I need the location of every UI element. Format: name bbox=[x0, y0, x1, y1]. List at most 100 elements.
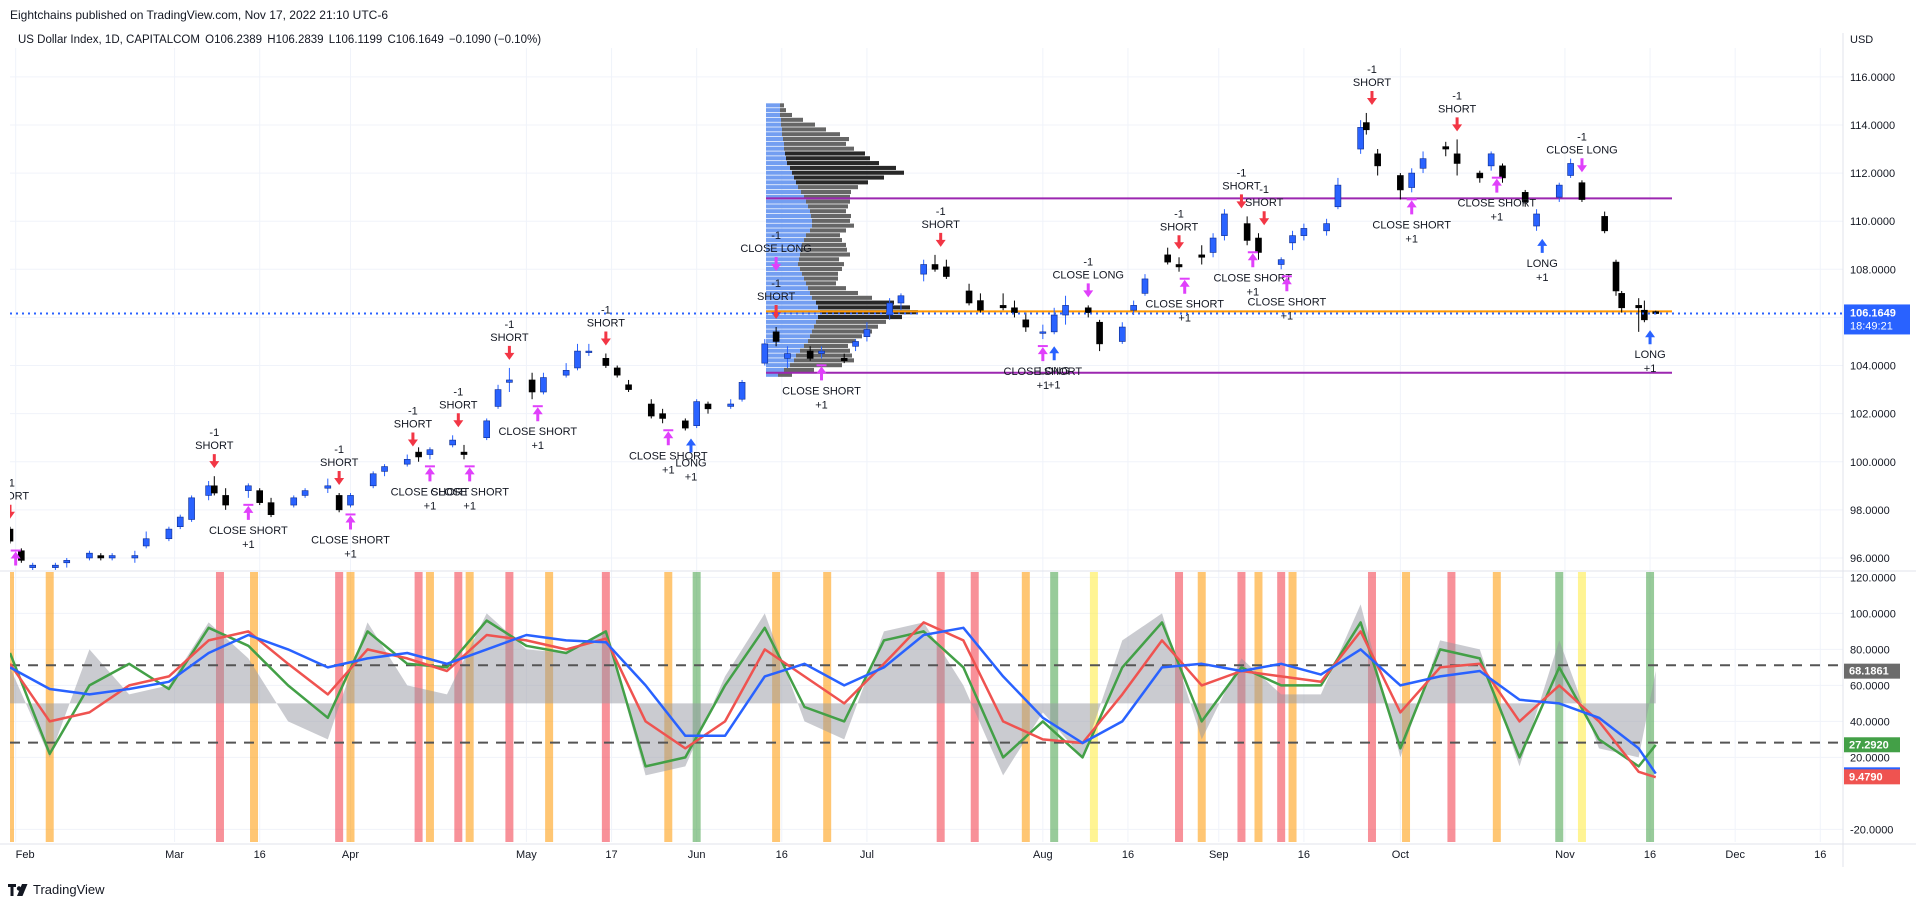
signal-band bbox=[505, 572, 514, 842]
long-arrow-icon bbox=[1537, 238, 1548, 253]
volume-profile-bar bbox=[766, 295, 812, 300]
volume-profile-bar bbox=[766, 358, 794, 363]
candle-body bbox=[977, 300, 984, 311]
candle-body bbox=[1289, 235, 1296, 244]
volume-profile-bar bbox=[790, 363, 842, 368]
signal-label: SHORT bbox=[0, 491, 29, 503]
volume-profile-bar bbox=[804, 343, 848, 348]
time-axis-tick: 16 bbox=[254, 849, 266, 861]
signal-label: SHORT bbox=[394, 419, 433, 431]
signal-band bbox=[1277, 572, 1286, 842]
volume-profile-bar bbox=[766, 199, 806, 204]
long-arrow-icon bbox=[1645, 330, 1656, 345]
signal-band bbox=[250, 572, 259, 842]
volume-profile-bar bbox=[784, 146, 854, 151]
volume-profile-bar bbox=[766, 185, 798, 190]
candle-body bbox=[1209, 237, 1217, 253]
volume-profile-bar bbox=[808, 286, 846, 291]
candle-body bbox=[602, 358, 610, 366]
volume-profile-bar bbox=[780, 112, 792, 118]
symbol-legend[interactable]: US Dollar Index, 1D, CAPITALCOM O106.238… bbox=[18, 34, 541, 46]
volume-profile-bar bbox=[766, 103, 780, 108]
signal-label: -1 bbox=[771, 230, 781, 242]
volume-profile-bar bbox=[785, 151, 865, 156]
signal-band bbox=[425, 572, 434, 842]
volume-profile-bar bbox=[812, 218, 850, 223]
candle-body bbox=[1277, 259, 1285, 265]
volume-profile-bar bbox=[783, 137, 849, 142]
signal-label: +1 bbox=[1037, 380, 1050, 392]
signal-band bbox=[335, 572, 344, 842]
volume-profile bbox=[766, 103, 918, 377]
close-short-arrow-icon bbox=[345, 515, 356, 530]
candle-body bbox=[1050, 314, 1058, 333]
price-axis-tick: 96.0000 bbox=[1850, 553, 1890, 565]
candle-body bbox=[494, 389, 502, 407]
time-axis-tick: May bbox=[516, 849, 537, 861]
candle-body bbox=[86, 552, 93, 559]
candle-body bbox=[562, 370, 570, 376]
short-arrow-icon bbox=[10, 504, 15, 519]
volume-profile-bar bbox=[766, 271, 802, 276]
candle-body bbox=[210, 485, 218, 494]
close-value: C106.1649 bbox=[387, 34, 444, 46]
signal-label: CLOSE SHORT bbox=[391, 486, 470, 498]
candle-body bbox=[176, 516, 184, 528]
signal-label: -1 bbox=[1237, 167, 1247, 179]
candle-body bbox=[426, 449, 434, 455]
oscillator-value: 27.2920 bbox=[1849, 739, 1889, 751]
candle-body bbox=[540, 377, 547, 393]
candle-body bbox=[267, 502, 275, 515]
volume-profile-bar bbox=[766, 175, 794, 180]
volume-profile-bar bbox=[781, 117, 803, 122]
volume-profile-bar bbox=[766, 300, 816, 305]
candle-body bbox=[1022, 319, 1030, 328]
tradingview-footer[interactable]: TradingView bbox=[8, 882, 105, 897]
signal-label: +1 bbox=[1281, 310, 1294, 322]
volume-profile-bar bbox=[766, 290, 810, 296]
volume-profile-bar bbox=[766, 141, 784, 146]
volume-profile-bar bbox=[766, 156, 786, 161]
short-arrow-icon bbox=[1259, 211, 1270, 226]
close-short-arrow-icon bbox=[1491, 178, 1502, 193]
close-short-bar-icon bbox=[1281, 275, 1292, 278]
candle-body bbox=[205, 485, 212, 496]
volume-profile-bar bbox=[766, 137, 783, 142]
volume-profile-bar bbox=[818, 315, 902, 320]
open-value: O106.2389 bbox=[205, 34, 263, 46]
volume-profile-bar bbox=[810, 209, 846, 214]
signal-band bbox=[1175, 572, 1184, 842]
short-arrow-icon bbox=[935, 232, 946, 247]
volume-profile-bar bbox=[778, 372, 792, 377]
signal-label: SHORT bbox=[320, 457, 359, 469]
volume-profile-bar bbox=[766, 353, 796, 358]
signal-label: LONG bbox=[1634, 349, 1665, 361]
close-long-arrow-icon bbox=[1083, 283, 1094, 298]
signal-label: SHORT bbox=[1245, 197, 1284, 209]
close-short-arrow-icon bbox=[1037, 347, 1048, 362]
volume-profile-bar bbox=[766, 228, 810, 233]
volume-profile-bar bbox=[782, 127, 826, 132]
volume-profile-bar bbox=[766, 348, 800, 353]
signal-label: -1 bbox=[408, 406, 418, 418]
close-short-arrow-icon bbox=[243, 505, 254, 520]
candle-body bbox=[165, 528, 173, 540]
time-axis-tick: Jun bbox=[688, 849, 706, 861]
candle-body bbox=[863, 329, 871, 337]
candle-body bbox=[52, 564, 59, 568]
candle-body bbox=[142, 538, 150, 547]
candle-body bbox=[449, 439, 456, 446]
candle-body bbox=[704, 403, 712, 410]
signal-label: -1 bbox=[1259, 184, 1269, 196]
price-axis-tick: 116.0000 bbox=[1850, 72, 1895, 84]
signal-label: -1 bbox=[1577, 131, 1587, 143]
close-short-bar-icon bbox=[1037, 345, 1048, 348]
volume-profile-bar bbox=[800, 266, 842, 271]
candle-body bbox=[772, 331, 780, 342]
candle-body bbox=[1164, 254, 1171, 263]
close-short-arrow-icon bbox=[1281, 277, 1292, 292]
signal-label: -1 bbox=[601, 305, 611, 317]
volume-profile-bar bbox=[804, 194, 850, 199]
